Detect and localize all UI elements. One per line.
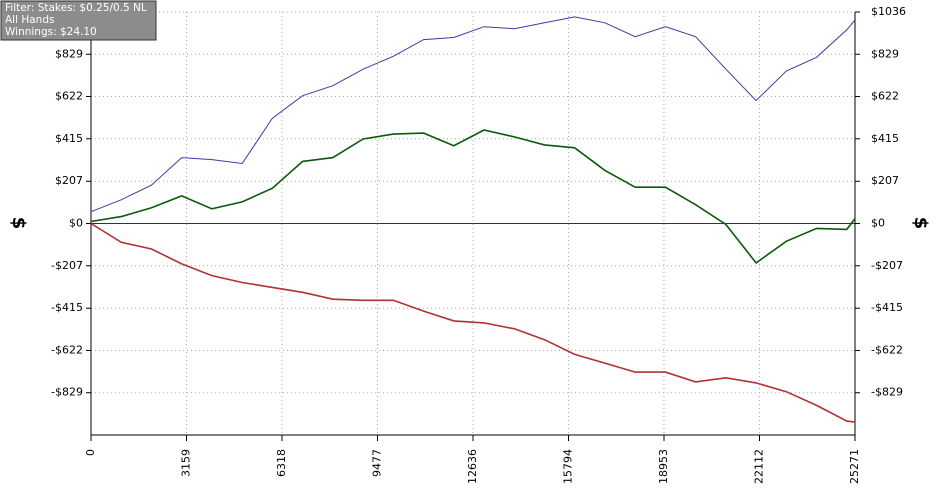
y-tick-label: $415	[55, 132, 83, 145]
y2-tick-label: $622	[871, 90, 899, 103]
series-line	[90, 16, 856, 213]
info-text: Filter: Stakes: $0.25/0.5 NL	[5, 2, 147, 14]
y-tick-label: $622	[55, 90, 83, 103]
y-tick-label: $0	[69, 217, 83, 230]
y-tick-label: -$622	[51, 343, 83, 356]
y2-tick-label: $0	[871, 217, 885, 230]
x-tick-label: 9477	[371, 449, 384, 477]
x-tick-label: 15794	[561, 449, 574, 484]
x-tick-label: 22112	[752, 449, 765, 484]
y2-tick-label: $1036	[871, 5, 906, 18]
y-tick-label: -$829	[51, 386, 83, 399]
x-tick-label: 18953	[657, 449, 670, 484]
series-line	[90, 129, 856, 264]
y-tick-label: -$207	[51, 259, 83, 272]
y2-tick-label: $207	[871, 174, 899, 187]
series-line	[90, 222, 856, 423]
info-text: All Hands	[5, 14, 54, 26]
y2-axis-label: $	[910, 217, 931, 230]
x-tick-label: 12636	[466, 449, 479, 484]
y2-tick-label: -$207	[871, 259, 903, 272]
y-axis-label: $	[8, 217, 29, 230]
info-box	[0, 0, 157, 41]
y-tick-label: $207	[55, 174, 83, 187]
y2-tick-label: -$415	[871, 301, 903, 314]
y2-tick-label: -$829	[871, 386, 903, 399]
y2-tick-label: $415	[871, 132, 899, 145]
x-tick-label: 6318	[275, 449, 288, 477]
x-tick-label: 25271	[848, 449, 861, 484]
y-tick-label: $829	[55, 47, 83, 60]
x-tick-label: 3159	[180, 449, 193, 477]
y-tick-label: -$415	[51, 301, 83, 314]
x-tick-label: 0	[84, 449, 97, 456]
y2-tick-label: -$622	[871, 343, 903, 356]
info-text: Winnings: $24.10	[5, 26, 97, 38]
y2-tick-label: $829	[871, 47, 899, 60]
